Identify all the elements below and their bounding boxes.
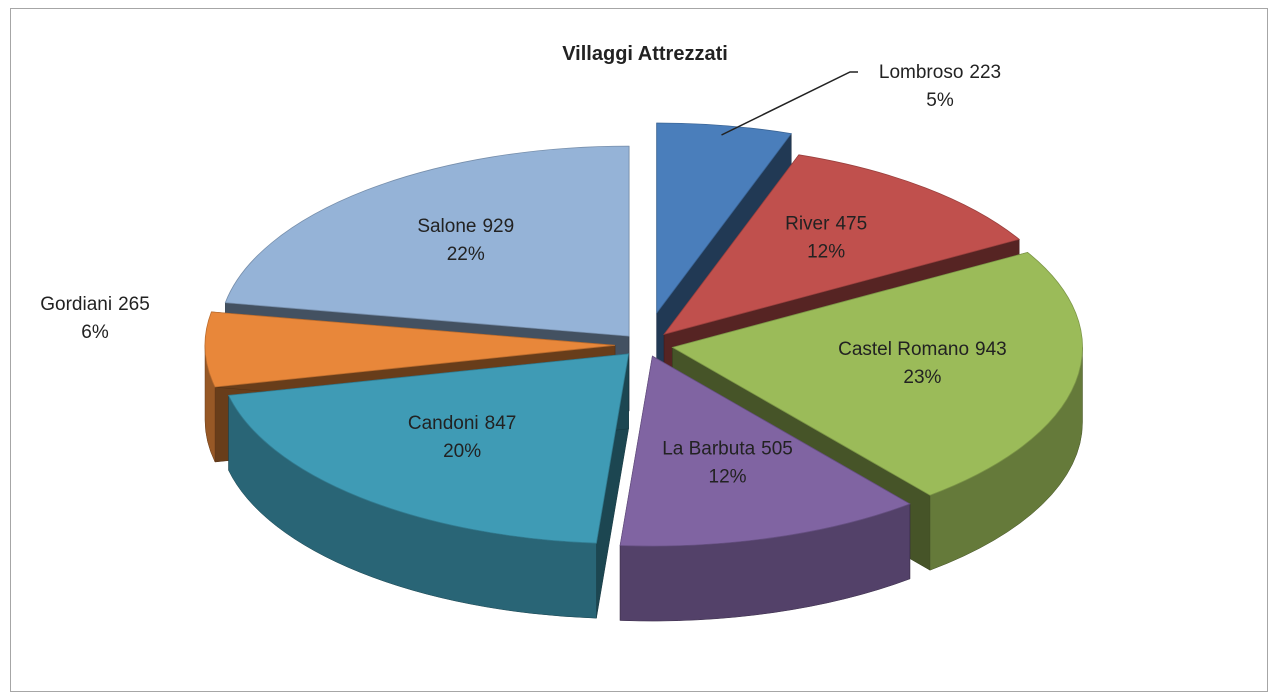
slice-top (619, 355, 911, 547)
label-percent: 5% (926, 90, 954, 111)
slice-top (224, 145, 630, 337)
pie-slice (227, 353, 630, 619)
label-value: 929 (482, 216, 514, 237)
leader-line (721, 71, 858, 136)
pie-slice (619, 355, 911, 622)
data-label: Castel Romano 943 (838, 339, 1007, 360)
chart-title: Villaggi Attrezzati (562, 43, 728, 65)
data-label: La Barbuta 505 (662, 439, 793, 460)
label-name: Castel Romano (838, 339, 969, 360)
slice-top (204, 311, 616, 388)
label-percent: 6% (81, 322, 109, 343)
data-label: Gordiani 265 (40, 294, 150, 315)
data-label: Lombroso 223 (879, 62, 1001, 83)
label-percent: 12% (709, 467, 747, 488)
label-name: River (785, 214, 830, 235)
slice-top (656, 122, 793, 315)
label-value: 265 (118, 294, 150, 315)
label-percent: 22% (447, 244, 485, 265)
label-percent: 23% (903, 367, 941, 388)
slice-top (663, 154, 1021, 335)
label-percent: 20% (443, 441, 481, 462)
pie (204, 122, 1083, 622)
label-name: La Barbuta (662, 439, 755, 460)
label-name: Salone (417, 216, 476, 237)
label-value: 223 (969, 62, 1001, 83)
label-value: 505 (761, 439, 793, 460)
label-name: Lombroso (879, 62, 964, 83)
data-label: River 475 (785, 214, 867, 235)
slice-top (227, 353, 630, 544)
label-percent: 12% (807, 242, 845, 263)
label-value: 943 (975, 339, 1007, 360)
label-name: Gordiani (40, 294, 112, 315)
slice-top (671, 251, 1083, 496)
labels: Lombroso 223 5% River 475 12% Castel Romano 943… (40, 62, 1007, 488)
label-name: Candoni (408, 413, 479, 434)
label-value: 475 (835, 214, 867, 235)
data-label: Candoni 847 (408, 413, 516, 434)
data-label: Salone 929 (417, 216, 514, 237)
label-value: 847 (485, 413, 517, 434)
